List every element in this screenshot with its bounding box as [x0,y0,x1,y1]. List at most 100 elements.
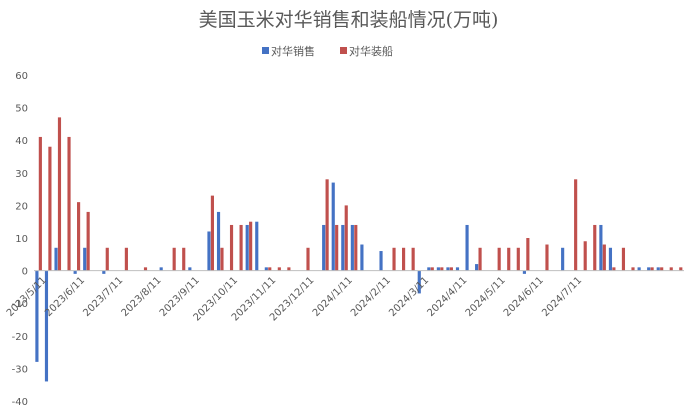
chart-title: 美国玉米对华销售和装船情况(万吨) [198,9,499,31]
bar-sales [83,247,87,271]
x-tick-label: 2024/5/11 [464,275,508,319]
bar-shipment [679,267,683,271]
y-tick-label: 30 [15,169,28,180]
bar-sales [436,267,440,271]
y-tick-label: -20 [12,332,28,343]
bar-shipment [229,224,234,271]
x-tick-label: 2023/6/11 [43,275,87,319]
bar-sales [417,270,421,294]
bar-sales [207,231,211,271]
bar-shipment [660,267,664,271]
y-tick-label: 10 [15,234,28,245]
legend-swatch-shipment [340,47,347,54]
y-tick-label: -30 [12,364,28,375]
bar-shipment [516,247,520,271]
bar-sales [54,247,58,271]
bar-sales [637,267,641,271]
x-tick-label: 2023/7/11 [81,275,125,319]
bar-sales [599,224,603,271]
bar-shipment [631,267,635,271]
bar-shipment [77,202,81,271]
bar-sales [379,251,383,271]
bar-shipment [478,247,482,271]
bar-shipment [602,244,606,271]
bar-sales [255,221,259,271]
bar-shipment [249,221,253,271]
bar-shipment [124,247,128,271]
bar-shipment [526,238,530,271]
y-tick-label: 0 [22,267,28,278]
bar-shipment [105,247,109,271]
bar-shipment [612,267,616,271]
y-tick-label: 50 [15,104,28,115]
bar-shipment [277,267,281,271]
bar-sales [245,224,249,271]
bar-shipment [650,267,654,271]
legend-label-shipment: 对华装船 [349,44,393,58]
bar-shipment [583,241,587,271]
bar-sales [522,270,526,274]
bar-shipment [392,247,396,271]
bar-sales [35,270,39,362]
bar-shipment [86,211,90,271]
x-tick-label: 2024/4/11 [425,275,469,319]
bar-sales [216,211,221,271]
bar-sales [647,267,651,271]
y-tick-label: -10 [12,299,28,310]
y-tick-label: 60 [15,71,28,82]
bar-shipment [182,247,186,271]
legend-swatch-sales [262,47,269,54]
bar-sales [656,267,660,271]
bar-shipment [449,267,453,271]
bar-shipment [38,136,42,271]
y-tick-label: 40 [15,136,28,147]
bar-shipment [430,267,434,271]
bar-shipment [287,267,291,271]
y-tick-label: 20 [15,201,28,212]
bar-sales [44,270,49,382]
x-tick-label: 2023/5/11 [5,275,49,319]
bar-sales [561,247,565,271]
bar-sales [159,267,163,271]
bar-sales [264,267,268,271]
bar-shipment [220,247,224,271]
x-tick-label: 2024/2/11 [349,275,393,319]
bar-sales [341,224,345,271]
bar-shipment [669,267,673,271]
x-tick-label: 2024/7/11 [540,275,584,319]
bar-shipment [239,224,243,271]
bar-shipment [268,267,272,271]
bar-shipment [574,179,578,271]
x-tick-label: 2024/1/11 [311,275,355,319]
bar-shipment [306,247,310,271]
bar-shipment [411,247,415,271]
bar-shipment [402,247,406,271]
bar-shipment [48,146,52,271]
bar-sales [102,270,106,274]
bar-sales [188,267,192,271]
bar-sales [455,267,460,271]
bar-shipment [440,267,444,271]
bar-sales [350,224,354,271]
bar-sales [475,264,479,271]
bar-sales [331,182,335,271]
bar-sales [465,224,469,271]
legend-label-sales: 对华销售 [271,44,315,58]
bar-sales [446,267,450,271]
bar-shipment [57,117,62,271]
bar-shipment [354,224,358,271]
bar-shipment [172,247,176,271]
bar-shipment [325,179,329,271]
x-tick-label: 2023/8/11 [120,275,164,319]
bar-shipment [593,224,597,271]
bar-shipment [210,195,214,271]
bar-shipment [497,247,501,271]
bar-sales [73,270,77,274]
bar-shipment [507,247,511,271]
bar-shipment [344,205,348,271]
x-tick-label: 2024/3/11 [387,275,431,319]
bar-shipment [545,244,549,271]
bar-shipment [621,247,626,271]
bar-shipment [335,224,339,271]
